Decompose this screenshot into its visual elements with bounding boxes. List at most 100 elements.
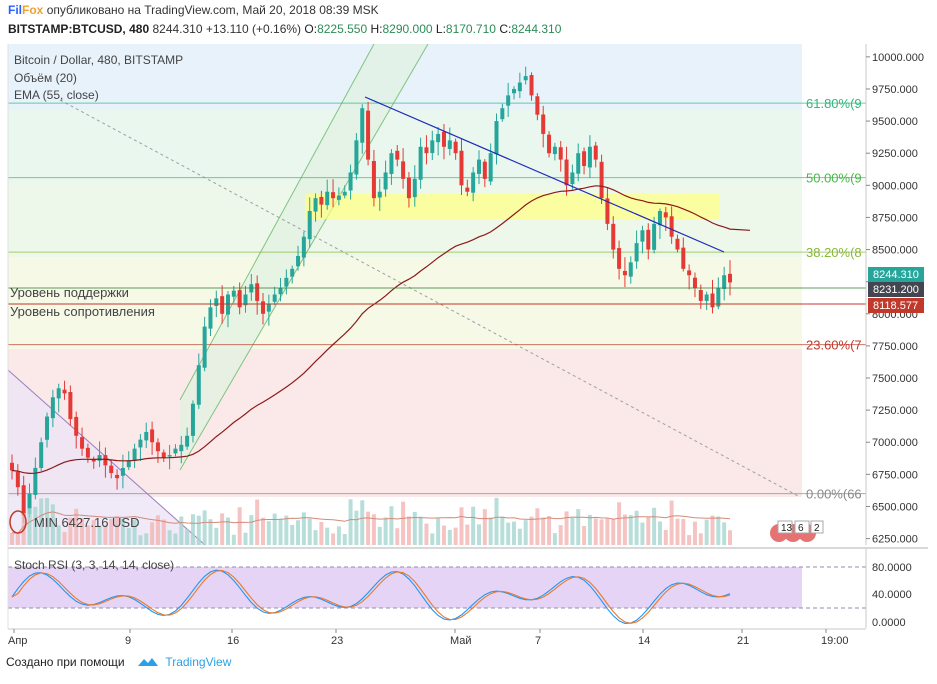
open-value: 8225.550	[317, 22, 368, 36]
time-tick-label: 21	[737, 635, 749, 647]
volume-bar	[622, 514, 627, 545]
fib-zone-236	[8, 349, 802, 497]
volume-bar	[669, 500, 674, 545]
volume-bar	[657, 521, 662, 545]
candle-body	[214, 298, 219, 307]
volume-bar	[663, 530, 668, 545]
candle-body	[68, 392, 73, 420]
candle-body	[115, 474, 120, 479]
volume-bar	[39, 498, 44, 545]
volume-bar	[716, 516, 721, 545]
candle-body	[587, 146, 592, 168]
candle-body	[132, 448, 137, 461]
volume-bar	[190, 514, 195, 545]
candle-body	[21, 485, 26, 516]
min-label: MIN 6427.16 USD	[34, 515, 140, 530]
candle-body	[290, 268, 295, 277]
price-tick-label: 7250.000	[872, 405, 918, 417]
volume-bar	[97, 525, 102, 545]
volume-bar	[161, 519, 166, 545]
candle-body	[161, 452, 166, 458]
volume-bar	[342, 534, 347, 545]
volume-bar	[652, 507, 657, 545]
volume-bar	[401, 501, 406, 545]
volume-bar	[150, 522, 155, 545]
candle-body	[208, 307, 213, 329]
volume-bar	[208, 519, 213, 545]
volume-bar	[488, 517, 493, 545]
volume-bar	[547, 516, 552, 545]
event-badges[interactable]: 13 6 2	[770, 520, 824, 542]
volume-bar	[406, 516, 411, 545]
candle-body	[220, 296, 225, 314]
volume-legend: Объём (20)	[14, 71, 77, 85]
min-marker	[9, 510, 27, 534]
candle-body	[45, 416, 50, 440]
last-price-value: 8244.310	[873, 269, 919, 281]
candle-body	[331, 192, 336, 199]
volume-bar	[617, 502, 622, 545]
event-badge[interactable]	[777, 520, 793, 534]
candle-body	[348, 172, 353, 191]
price-tick-label: 9500.000	[872, 116, 918, 128]
chart-title: Bitcoin / Dollar, 480, BITSTAMP	[14, 53, 183, 67]
candle-body	[617, 248, 622, 269]
resistance-trendline	[364, 96, 725, 253]
volume-bar	[395, 528, 400, 545]
candle-body	[179, 444, 184, 452]
volume-bar	[476, 524, 481, 545]
candle-body	[389, 153, 394, 174]
candle-body	[406, 177, 411, 199]
volume-bar	[249, 515, 254, 545]
time-tick-label: 7	[535, 635, 541, 647]
volume-bar	[103, 525, 108, 545]
candle-body	[33, 467, 38, 495]
candle-body	[377, 191, 382, 198]
volume-bar	[698, 533, 703, 545]
dashed-trend-line	[59, 99, 801, 498]
volume-bar	[465, 524, 470, 545]
volume-bar	[50, 504, 55, 545]
candle-body	[237, 290, 242, 308]
candle-body	[488, 153, 493, 182]
volume-bar	[354, 510, 359, 545]
candle-body	[412, 178, 417, 198]
volume-bar	[599, 519, 604, 545]
tradingview-link[interactable]: TradingView	[165, 655, 232, 669]
candle-body	[173, 448, 178, 454]
candle-body	[418, 146, 423, 180]
price-tick-label: 8500.000	[872, 245, 918, 257]
candle-body	[698, 290, 703, 301]
candle-body	[74, 416, 79, 436]
volume-bar	[278, 518, 283, 545]
volume-bar	[266, 521, 271, 545]
price-tick-label: 9000.000	[872, 180, 918, 192]
volume-bar	[301, 512, 306, 545]
volume-bar	[681, 518, 686, 545]
volume-bar	[126, 528, 131, 545]
candle-body	[517, 82, 522, 92]
event-badge[interactable]	[810, 520, 824, 534]
brand-name: Fil	[8, 3, 22, 17]
candle-body	[62, 389, 67, 394]
support-label: Уровень поддержки	[10, 285, 129, 300]
candle-body	[453, 141, 458, 154]
candle-body	[512, 88, 517, 94]
close-value: 8244.310	[511, 22, 562, 36]
candle-body	[646, 229, 651, 250]
ohlc-line: BITSTAMP:BTCUSD, 480 8244.310 +13.110 (+…	[8, 22, 561, 36]
resistance-label: Уровень сопротивления	[10, 304, 155, 319]
volume-bar	[529, 516, 534, 545]
candle-body	[669, 216, 674, 237]
candle-body	[447, 140, 452, 149]
price-tick-label: 8750.000	[872, 212, 918, 224]
candle-body	[605, 198, 610, 224]
candle-body	[482, 161, 487, 179]
event-badge[interactable]	[794, 520, 810, 534]
volume-bar	[570, 517, 575, 545]
volume-bar	[728, 530, 732, 545]
candle-body	[722, 275, 727, 289]
candle-body	[430, 140, 435, 154]
volume-bar	[500, 516, 505, 545]
